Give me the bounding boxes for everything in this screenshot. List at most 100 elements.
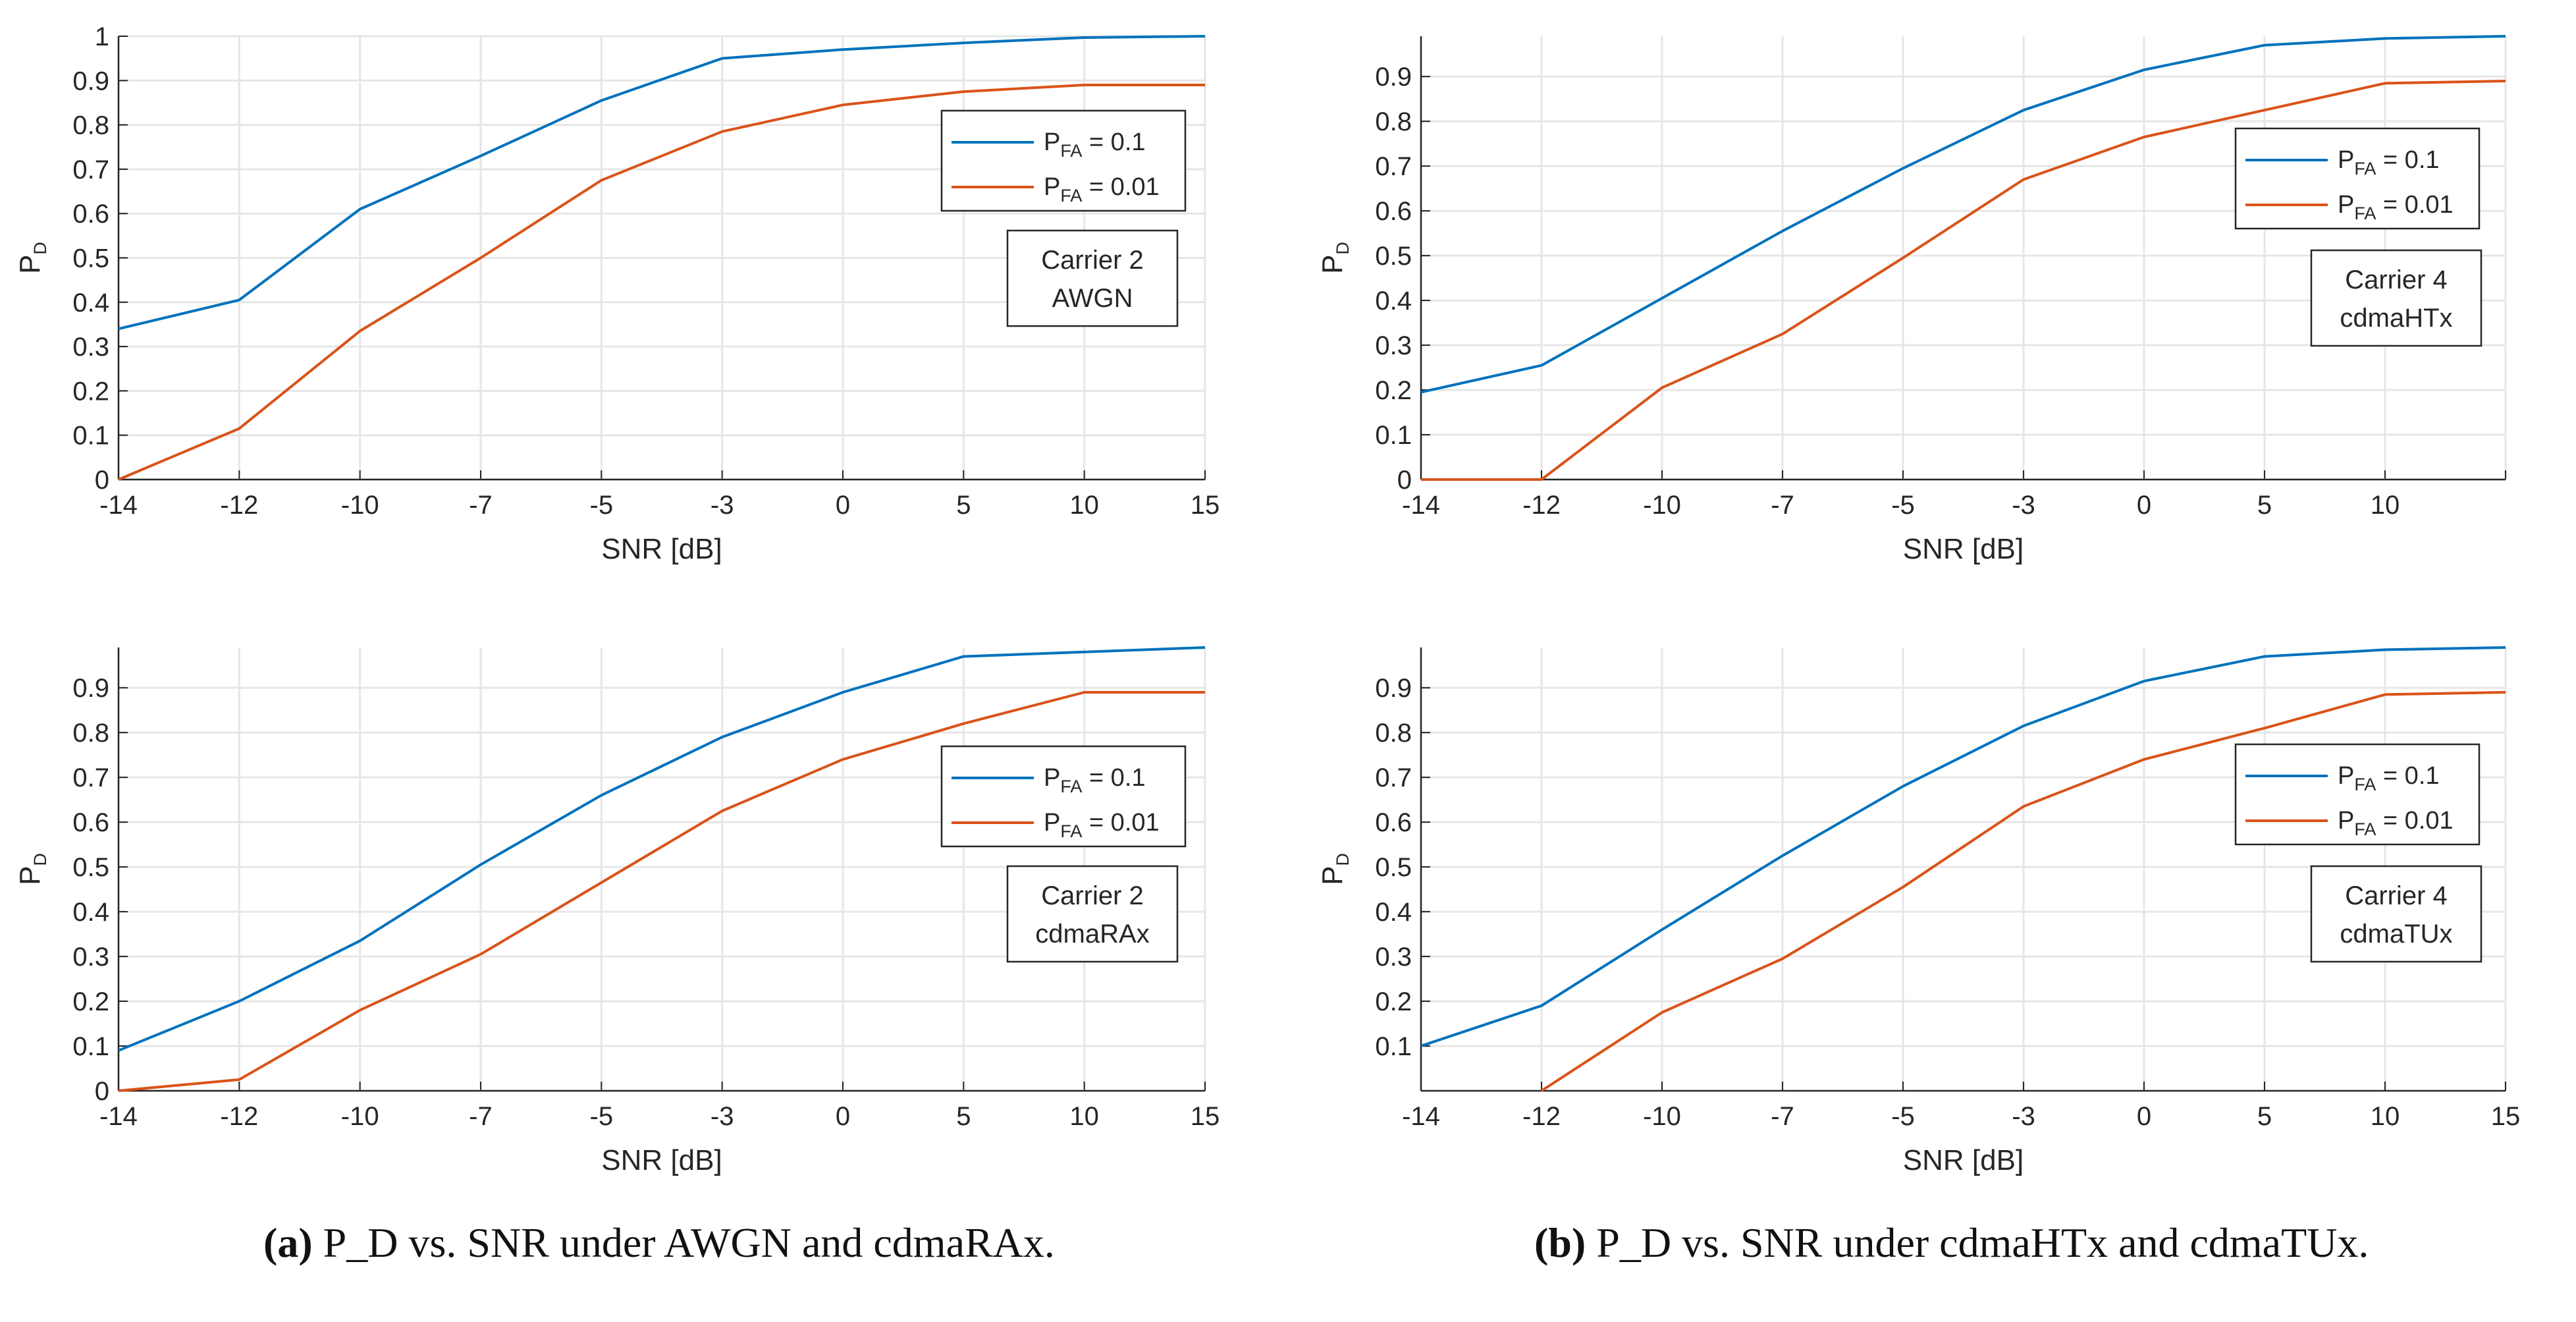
x-tick-label: 0 [2137,491,2151,520]
y-axis-label-group: PD [14,242,50,274]
y-tick-label: 0.5 [1375,242,1412,271]
x-tick-label: -5 [590,1102,614,1131]
y-tick-label: 0.7 [1375,152,1412,181]
y-tick-label: 0.6 [1375,197,1412,226]
y-axis-label: PD [14,242,50,274]
annotation-text: Carrier 4 [2345,881,2448,910]
x-tick-label: -10 [1643,1102,1681,1131]
caption-b-label: (b) [1534,1219,1586,1266]
y-tick-label: 0.8 [1375,719,1412,748]
legend-entry-label: PFA = 0.1 [1044,764,1146,796]
y-tick-label: 0.3 [1375,943,1412,972]
legend-entry-label: PFA = 0.01 [2338,191,2454,223]
x-tick-label: 15 [2491,1102,2521,1131]
x-tick-label: -10 [341,491,379,520]
x-tick-label: -12 [1522,1102,1561,1131]
x-tick-label: -10 [1643,491,1681,520]
series-line-pfa-0-01 [118,691,1205,1092]
x-tick-label: -10 [341,1102,379,1131]
x-tick-label: 10 [1069,491,1099,520]
annotation-text: cdmaRAx [1035,920,1149,949]
legend-box [940,745,1187,848]
x-tick-label: 5 [956,491,971,520]
legend-entry-label: PFA = 0.1 [2338,146,2440,179]
y-tick-label: 0.9 [72,67,109,96]
y-tick-label: 0.1 [72,1032,109,1061]
annotation-box [2310,865,2482,963]
annotation-box [1006,229,1179,327]
y-tick-label: 0.5 [1375,853,1412,882]
y-tick-label: 0.8 [72,111,109,140]
x-tick-label: -3 [711,491,734,520]
annotation-text: cdmaHTx [2340,304,2452,333]
x-axis-label: SNR [dB] [601,533,722,565]
y-tick-label: 1 [95,22,109,51]
x-tick-label: 5 [2257,491,2272,520]
x-tick-label: -7 [1771,491,1794,520]
x-tick-label: -3 [711,1102,734,1131]
x-tick-label: -5 [1891,1102,1915,1131]
x-tick-label: -14 [1402,491,1440,520]
series-line-pfa-0-01 [1421,80,2506,481]
y-axis-label-group: PD [1316,853,1353,885]
y-tick-label: 0.5 [72,244,109,273]
y-tick-label: 0.2 [72,377,109,406]
x-tick-label: -14 [1402,1102,1440,1131]
series-line-pfa-0-01 [1540,691,2506,1092]
y-tick-label: 0 [95,466,109,495]
y-tick-label: 0 [95,1077,109,1106]
y-tick-label: 0.3 [1375,331,1412,360]
legend-entry-label: PFA = 0.01 [1044,809,1160,841]
x-tick-label: 15 [1191,491,1220,520]
x-tick-label: 15 [1191,1102,1220,1131]
x-tick-label: 0 [2137,1102,2151,1131]
plot-carrier2-cdmarax: -14 -12 -10 -7 -5 -3 0 5 10 15 0 0.1 0.2 0.3 0.4 0.5 0.6… [14,646,1220,1176]
y-tick-label: 0.6 [72,200,109,229]
y-tick-label: 0.5 [72,853,109,882]
legend-box [2234,127,2481,230]
y-tick-label: 0.9 [1375,674,1412,703]
y-tick-label: 0.6 [72,808,109,837]
legend-box [2234,743,2481,846]
x-tick-label: -5 [590,491,614,520]
y-axis-label: PD [14,853,50,885]
legend-entry-label: PFA = 0.01 [1044,173,1160,206]
y-tick-label: 0.7 [1375,763,1412,792]
y-axis-label-group: PD [1316,242,1353,274]
annotation-text: cdmaTUx [2340,920,2452,949]
y-tick-label: 0.2 [72,987,109,1016]
y-tick-label: 0.7 [72,155,109,184]
caption-b: (b) P_D vs. SNR under cdmaHTx and cdmaTU… [1534,1219,2369,1267]
x-tick-label: 5 [2257,1102,2272,1131]
annotation-box [2310,249,2482,347]
annotation-box [1006,865,1179,963]
y-tick-label: 0.9 [72,674,109,703]
y-tick-label: 0.4 [1375,287,1412,316]
caption-a: (a) P_D vs. SNR under AWGN and cdmaRAx. [263,1219,1055,1267]
y-tick-label: 0.3 [72,943,109,972]
legend-entry-label: PFA = 0.1 [1044,128,1146,161]
x-tick-label: -3 [2012,1102,2035,1131]
y-tick-label: 0.4 [72,289,109,317]
x-tick-label: -3 [2012,491,2035,520]
y-tick-label: 0.2 [1375,987,1412,1016]
x-tick-label: -14 [99,491,138,520]
y-tick-label: 0.4 [72,898,109,927]
plot-carrier4-cdmahtx: -14 -12 -10 -7 -5 -3 0 5 10 0 0.1 0.2 0.3 0.4 0.5 0.6 0.… [1316,35,2507,565]
x-tick-label: 0 [836,1102,850,1131]
annotation-text: Carrier 2 [1041,246,1144,275]
y-axis-label: PD [1316,242,1353,274]
annotation-text: AWGN [1052,284,1133,313]
x-tick-label: -7 [469,1102,493,1131]
plot-carrier2-awgn: -14 -12 -10 -7 -5 -3 0 5 10 15 0 0.1 0.2 0.3 0.4 0.5 0.6… [14,22,1220,565]
x-axis-label: SNR [dB] [601,1144,722,1176]
y-tick-label: 0.1 [72,422,109,451]
legend-entry-label: PFA = 0.01 [2338,807,2454,839]
y-tick-label: 0.2 [1375,376,1412,405]
legend-box [940,109,1187,212]
caption-a-text: P_D vs. SNR under AWGN and cdmaRAx. [323,1219,1055,1266]
x-tick-label: -14 [99,1102,138,1131]
y-tick-label: 0.6 [1375,808,1412,837]
y-tick-label: 0.1 [1375,421,1412,450]
